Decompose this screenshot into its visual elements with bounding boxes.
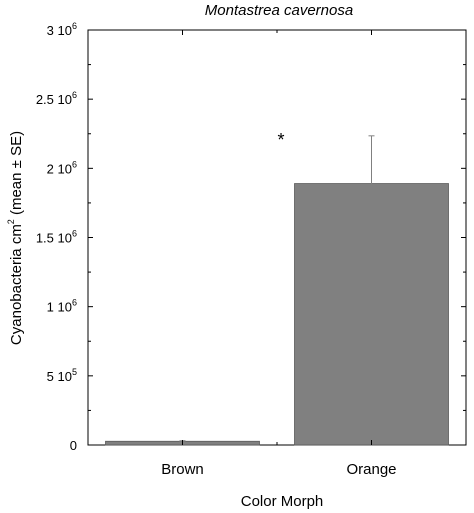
x-axis-ticks: Brown Orange: [161, 30, 397, 478]
y-tick-mantissa: 1 10: [47, 300, 72, 315]
x-axis-label: Color Morph: [241, 493, 324, 510]
y-tick-label: 1 106: [47, 298, 77, 315]
y-tick-mantissa: 2.5 10: [36, 92, 72, 107]
x-tick-label: Orange: [346, 461, 396, 478]
y-tick-exponent: 6: [72, 229, 77, 239]
chart-title: Montastrea cavernosa: [205, 2, 353, 19]
y-tick-exponent: 6: [72, 90, 77, 100]
y-tick-mantissa: 2 10: [47, 161, 72, 176]
y-tick-label: 3 106: [47, 21, 77, 38]
y-tick-exponent: 6: [72, 159, 77, 169]
y-tick-exponent: 6: [72, 21, 77, 31]
x-tick-label: Brown: [161, 461, 204, 478]
y-tick-mantissa: 5 10: [47, 369, 72, 384]
y-tick-label: 5 105: [47, 367, 77, 384]
y-tick-mantissa: 0: [70, 438, 77, 453]
y-tick-exponent: 6: [72, 298, 77, 308]
y-label-suffix: (mean ± SE): [8, 131, 25, 219]
y-tick-label: 1.5 106: [36, 229, 77, 246]
significance-marker: *: [277, 130, 284, 150]
y-tick-label: 2 106: [47, 159, 77, 176]
y-axis-label: Cyanobacteria cm2 (mean ± SE): [6, 131, 25, 345]
y-tick-label: 0: [70, 438, 77, 453]
y-tick-mantissa: 1.5 10: [36, 231, 72, 246]
y-tick-exponent: 5: [72, 367, 77, 377]
bars: [105, 135, 449, 446]
y-label-text: Cyanobacteria cm: [8, 224, 25, 345]
y-label-superscript: 2: [6, 219, 16, 224]
y-tick-mantissa: 3 10: [47, 23, 72, 38]
y-tick-label: 2.5 106: [36, 90, 77, 107]
